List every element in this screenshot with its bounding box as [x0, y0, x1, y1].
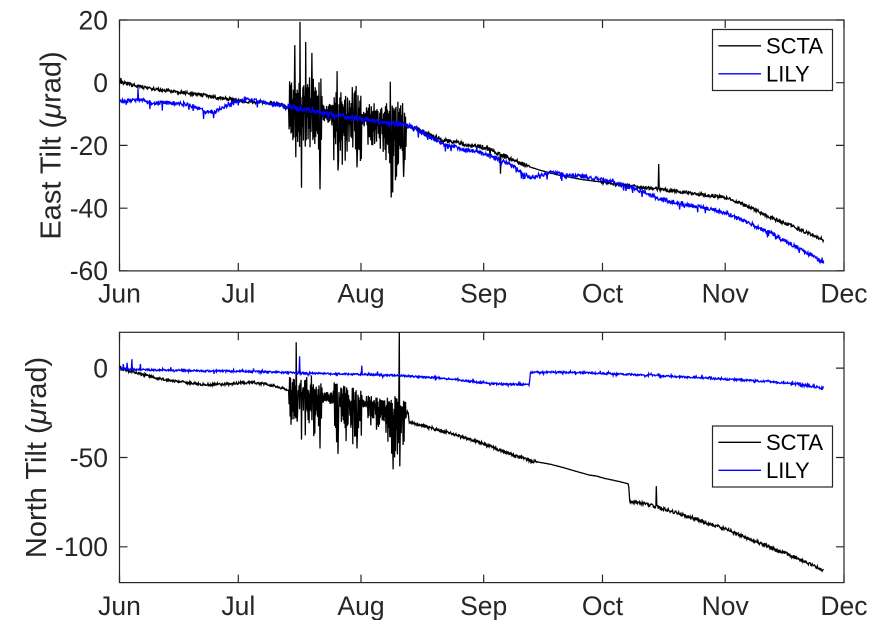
svg-text:Jul: Jul	[221, 279, 255, 309]
svg-text:-100: -100	[55, 532, 108, 562]
svg-text:LILY: LILY	[766, 62, 810, 87]
svg-text:-60: -60	[70, 256, 108, 286]
svg-text:Dec: Dec	[820, 279, 867, 309]
svg-text:SCTA: SCTA	[766, 430, 823, 455]
svg-text:Sep: Sep	[460, 279, 507, 309]
svg-text:Oct: Oct	[582, 591, 624, 620]
svg-text:Sep: Sep	[460, 591, 507, 620]
svg-text:20: 20	[79, 5, 108, 35]
svg-text:Aug: Aug	[337, 279, 384, 309]
svg-text:SCTA: SCTA	[766, 34, 823, 59]
svg-text:-20: -20	[70, 131, 108, 161]
svg-text:Aug: Aug	[337, 591, 384, 620]
svg-text:Nov: Nov	[702, 591, 750, 620]
svg-text:0: 0	[93, 68, 108, 98]
svg-text:Oct: Oct	[582, 279, 624, 309]
svg-text:LILY: LILY	[766, 458, 810, 483]
svg-text:Dec: Dec	[820, 591, 867, 620]
svg-text:Jul: Jul	[221, 591, 255, 620]
svg-text:North Tilt (μrad): North Tilt (μrad)	[21, 357, 53, 558]
svg-text:Nov: Nov	[702, 279, 750, 309]
svg-text:0: 0	[93, 353, 108, 383]
svg-text:-50: -50	[70, 443, 108, 473]
svg-text:Jun: Jun	[98, 279, 141, 309]
svg-text:-40: -40	[70, 194, 108, 224]
svg-text:East Tilt (μrad): East Tilt (μrad)	[36, 51, 68, 239]
svg-text:Jun: Jun	[98, 591, 141, 620]
